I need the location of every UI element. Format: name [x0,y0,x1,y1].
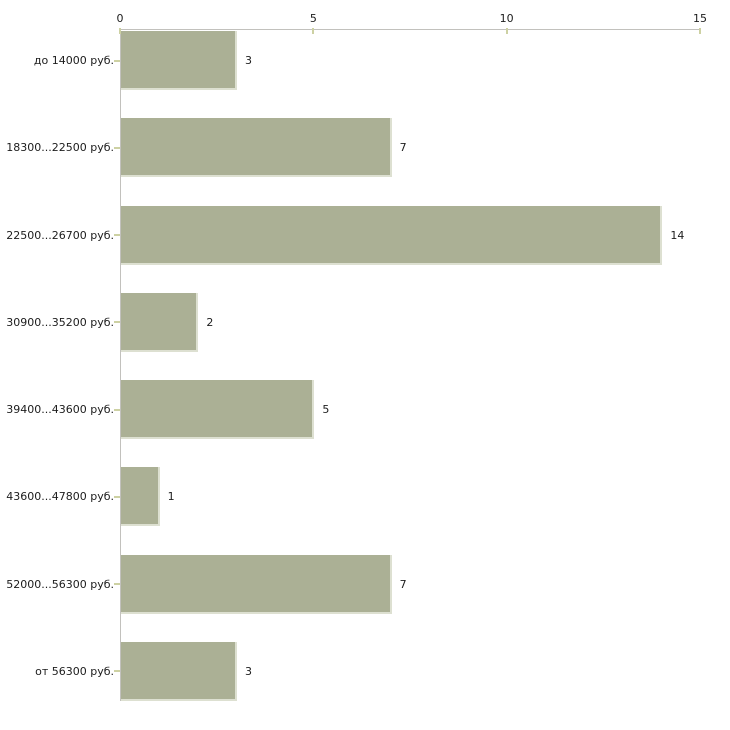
bar [121,380,315,439]
bar-value-label: 14 [670,228,685,242]
category-tick-mark [114,670,120,673]
x-tick-label: 5 [309,12,317,25]
bar-value-label: 1 [167,490,175,504]
bar [121,31,237,90]
bar-value-label: 2 [206,315,214,329]
bar [121,205,663,265]
category-label: от 56300 руб. [35,664,114,678]
bar [121,467,160,527]
category-label: 22500...26700 руб. [6,228,114,242]
x-tick-label: 15 [693,12,707,25]
category-tick-mark [114,59,120,62]
category-label: 39400...43600 руб. [6,403,114,416]
category-tick-mark [114,146,120,149]
category-label: 18300...22500 руб. [6,141,114,155]
bar [121,554,392,614]
category-tick-mark [114,495,120,498]
x-tick-mark [505,28,508,34]
category-tick-mark [114,583,120,585]
bar-value-label: 3 [245,664,252,678]
bar [121,118,392,178]
x-tick-label: 0 [116,12,124,25]
category-tick-mark [114,234,120,236]
bar [121,641,237,701]
category-label: 30900...35200 руб. [6,315,114,329]
bar-value-label: 5 [322,403,330,416]
category-tick-mark [114,408,120,411]
y-axis-line [120,29,121,701]
x-tick-mark [119,28,121,34]
x-tick-mark [699,28,701,34]
category-label: до 14000 руб. [33,54,114,67]
category-tick-mark [114,321,120,324]
x-axis-line [120,29,701,30]
bar-value-label: 3 [245,54,252,67]
category-label: 52000...56300 руб. [6,577,114,591]
bar-value-label: 7 [399,141,407,155]
bar-value-label: 7 [399,577,407,591]
x-tick-label: 10 [499,12,514,25]
x-tick-mark [312,28,315,34]
category-label: 43600...47800 руб. [6,490,114,504]
bar [121,292,199,352]
